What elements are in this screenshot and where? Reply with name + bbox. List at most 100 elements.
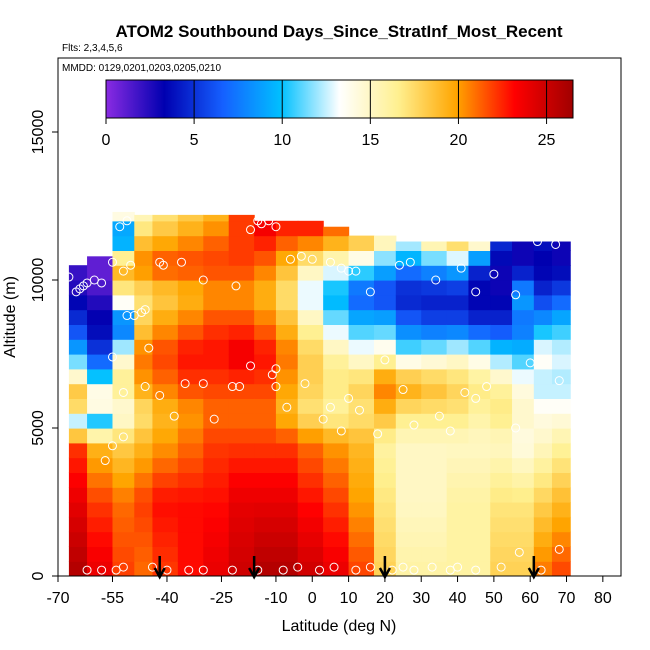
heatmap-cell bbox=[395, 516, 422, 533]
heatmap-cell bbox=[551, 280, 571, 296]
observation-point bbox=[496, 562, 506, 572]
heatmap-cell bbox=[134, 235, 154, 251]
heatmap-cell bbox=[152, 354, 179, 370]
heatmap-cell bbox=[254, 472, 277, 488]
observation-point bbox=[329, 562, 339, 572]
observation-point bbox=[434, 411, 444, 421]
heatmap-cell bbox=[446, 241, 470, 251]
heatmap-cell bbox=[323, 531, 350, 547]
heatmap-cell bbox=[446, 324, 470, 340]
x-tick-label: -25 bbox=[210, 590, 233, 607]
heatmap-cell bbox=[112, 368, 135, 385]
heatmap-cell bbox=[348, 472, 375, 488]
heatmap-cell bbox=[468, 324, 491, 340]
heatmap-cell bbox=[551, 309, 571, 325]
observation-point bbox=[147, 562, 157, 572]
heatmap-cell bbox=[421, 368, 448, 385]
heatmap-cell bbox=[297, 324, 324, 340]
heatmap-cell bbox=[348, 457, 375, 473]
heatmap-cell bbox=[68, 413, 88, 429]
heatmap-cell bbox=[177, 294, 204, 311]
heatmap-cell bbox=[254, 354, 277, 370]
heatmap-cell bbox=[348, 561, 375, 576]
heatmap-cell bbox=[446, 531, 470, 547]
heatmap-cell bbox=[348, 324, 375, 340]
heatmap-cell bbox=[177, 398, 204, 414]
observation-point bbox=[365, 562, 375, 572]
heatmap-cell bbox=[421, 324, 448, 340]
heatmap-cell bbox=[152, 265, 179, 281]
heatmap-cell bbox=[512, 354, 535, 370]
heatmap-cell bbox=[68, 531, 88, 547]
heatmap-cell bbox=[152, 324, 179, 340]
observation-point bbox=[315, 565, 325, 575]
heatmap-cell bbox=[112, 502, 135, 518]
heatmap-cell bbox=[468, 294, 491, 311]
heatmap-cell bbox=[551, 561, 571, 576]
heatmap-cell bbox=[468, 487, 491, 503]
heatmap-cell bbox=[275, 516, 299, 533]
heatmap-cell bbox=[275, 531, 299, 547]
observation-point bbox=[209, 414, 219, 424]
heatmap-cell bbox=[421, 398, 448, 414]
heatmap-cell bbox=[374, 413, 397, 429]
heatmap-cell bbox=[68, 472, 88, 488]
heatmap-cell bbox=[177, 531, 204, 547]
heatmap-cell bbox=[395, 561, 422, 576]
heatmap-cell bbox=[203, 561, 230, 576]
heatmap-cell bbox=[134, 516, 154, 533]
heatmap-cell bbox=[512, 531, 535, 547]
heatmap-cell bbox=[374, 531, 397, 547]
observation-point bbox=[525, 358, 535, 368]
observation-point bbox=[460, 387, 470, 397]
heatmap-cell bbox=[177, 280, 204, 296]
heatmap-cell bbox=[512, 442, 535, 459]
heatmap-cell bbox=[297, 280, 324, 296]
heatmap-cell bbox=[512, 368, 535, 385]
heatmap-cell bbox=[468, 339, 491, 355]
heatmap-cell bbox=[374, 368, 397, 385]
heatmap-cell bbox=[348, 442, 375, 459]
colorbar-tick-label: 20 bbox=[450, 132, 468, 149]
heatmap-cell bbox=[87, 428, 114, 444]
heatmap-cell bbox=[177, 220, 204, 237]
heatmap-cell bbox=[374, 265, 397, 281]
heatmap-cell bbox=[68, 368, 88, 385]
heatmap-cell bbox=[395, 368, 422, 385]
observation-point bbox=[155, 390, 165, 400]
observation-point bbox=[471, 287, 481, 297]
heatmap-cell bbox=[228, 368, 255, 385]
heatmap-cell bbox=[228, 354, 255, 370]
observation-point bbox=[456, 263, 466, 273]
observation-point bbox=[405, 257, 415, 267]
heatmap-cell bbox=[551, 516, 571, 533]
heatmap-cell bbox=[533, 502, 553, 518]
heatmap-cell bbox=[490, 294, 513, 311]
heatmap-cell bbox=[323, 472, 350, 488]
heatmap-cell bbox=[490, 280, 513, 296]
heatmap-cell bbox=[275, 235, 299, 251]
heatmap-cell bbox=[112, 235, 135, 251]
heatmap-cell bbox=[134, 220, 154, 237]
heatmap-cell bbox=[468, 265, 491, 281]
heatmap-cell bbox=[112, 516, 135, 533]
heatmap-cell bbox=[203, 324, 230, 340]
heatmap-cell bbox=[446, 561, 470, 576]
heatmap-cell bbox=[551, 241, 571, 251]
heatmap-cell bbox=[112, 442, 135, 459]
heatmap-cell bbox=[323, 368, 350, 385]
heatmap-cell bbox=[468, 368, 491, 385]
heatmap-cell bbox=[254, 235, 277, 251]
heatmap-cell bbox=[323, 309, 350, 325]
observation-point bbox=[271, 222, 281, 232]
heatmap-cell bbox=[177, 442, 204, 459]
x-tick-label: -40 bbox=[155, 590, 178, 607]
heatmap-cell bbox=[512, 472, 535, 488]
heatmap-cell bbox=[134, 472, 154, 488]
observation-point bbox=[373, 429, 383, 439]
heatmap-cell bbox=[348, 398, 375, 414]
heatmap-cell bbox=[87, 265, 114, 281]
heatmap-cell bbox=[323, 457, 350, 473]
heatmap-cell bbox=[275, 354, 299, 370]
observation-point bbox=[231, 281, 241, 291]
